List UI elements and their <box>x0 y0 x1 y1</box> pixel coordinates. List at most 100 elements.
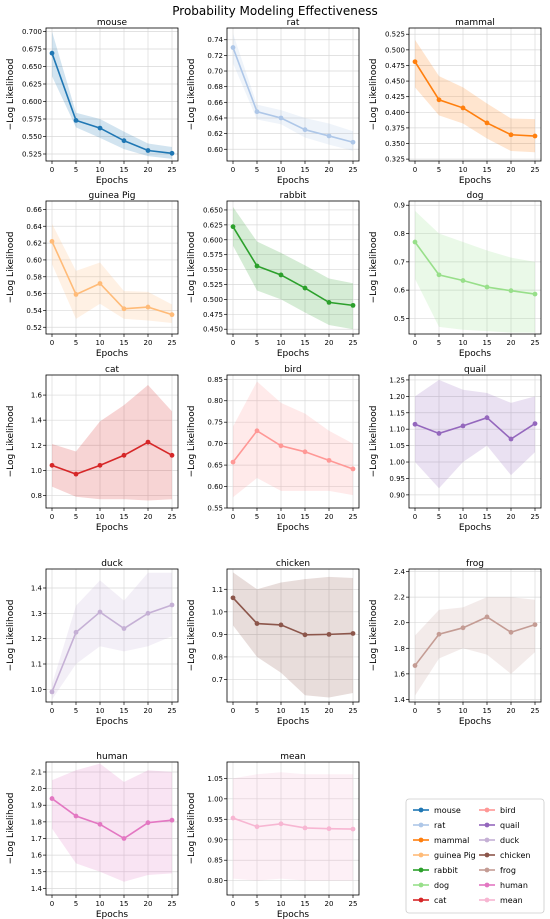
data-point <box>532 133 538 139</box>
x-tick-label: 5 <box>74 707 78 715</box>
y-tick-label: 0.625 <box>203 221 223 229</box>
y-tick-label: 0.60 <box>207 146 223 154</box>
data-point <box>121 306 127 312</box>
y-tick-label: 1.4 <box>31 417 43 425</box>
y-tick-label: 0.650 <box>22 63 42 71</box>
x-axis-label: Epochs <box>277 176 310 186</box>
confidence-band <box>233 33 353 151</box>
x-tick-label: 5 <box>255 900 259 908</box>
x-tick-label: 0 <box>413 513 417 521</box>
x-tick-label: 10 <box>277 900 286 908</box>
x-axis-label: Epochs <box>277 910 310 919</box>
x-tick-label: 20 <box>507 513 516 521</box>
y-axis-label: −Log Likelihood <box>6 59 16 131</box>
legend-marker <box>418 837 424 843</box>
data-point <box>254 621 260 626</box>
x-tick-label: 10 <box>459 513 468 521</box>
x-axis-label: Epochs <box>96 349 129 359</box>
axes-frame <box>408 200 542 335</box>
x-tick-label: 10 <box>96 339 105 347</box>
y-tick-label: 0.52 <box>26 324 42 332</box>
subplot-title: quail <box>464 365 486 375</box>
data-point <box>532 622 538 628</box>
y-tick-label: 0.675 <box>22 46 42 54</box>
data-point <box>302 632 308 638</box>
y-tick-label: 0.85 <box>207 857 223 865</box>
y-tick-label: 1.9 <box>31 802 42 810</box>
legend-item-quail: quail <box>479 821 520 830</box>
data-point <box>326 457 332 463</box>
data-point <box>278 622 284 628</box>
legend-label: quail <box>500 821 520 830</box>
data-point <box>484 120 490 126</box>
subplot-title: cat <box>105 365 119 375</box>
data-point <box>350 139 356 145</box>
x-axis-label: Epochs <box>96 910 129 919</box>
legend-marker <box>484 837 490 843</box>
x-axis-label: Epochs <box>459 176 492 186</box>
data-point <box>169 150 175 156</box>
x-tick-label: 20 <box>507 707 516 715</box>
legend-label: cat <box>434 896 446 905</box>
y-tick-label: 0.8 <box>212 653 223 661</box>
y-tick-label: 0.475 <box>385 62 405 70</box>
x-tick-label: 10 <box>96 707 105 715</box>
y-axis-label: −Log Likelihood <box>369 59 379 131</box>
data-point <box>436 97 442 103</box>
data-point <box>49 239 55 244</box>
x-tick-label: 20 <box>507 166 516 174</box>
x-tick-label: 0 <box>231 339 235 347</box>
x-tick-label: 0 <box>231 707 235 715</box>
axes-frame <box>226 27 360 162</box>
x-tick-label: 25 <box>168 900 177 908</box>
y-axis-label: −Log Likelihood <box>187 793 197 865</box>
legend-item-dog: dog <box>413 881 449 890</box>
y-tick-label: 1.7 <box>31 835 42 843</box>
x-axis-label: Epochs <box>277 349 310 359</box>
legend-label: duck <box>500 836 520 845</box>
subplot-mouse: 0 5 10 15 20 25 0.525 0.550 0.575 0.600 0.625 0.650… <box>6 18 179 186</box>
y-tick-label: 1.4 <box>394 696 406 704</box>
y-tick-label: 0.74 <box>207 36 223 44</box>
subplot-frog: 0 5 10 15 20 25 1.4 1.6 1.8 2.0 2.2 2.4 frog Epochs −L… <box>369 559 542 727</box>
y-tick-label: 0.85 <box>207 376 223 384</box>
x-tick-label: 15 <box>120 339 129 347</box>
data-point <box>350 302 356 308</box>
y-tick-label: 0.425 <box>385 93 405 101</box>
data-point <box>460 625 466 631</box>
y-tick-label: 0.325 <box>385 156 405 164</box>
series-line <box>51 241 173 316</box>
subplot-grid: 0 5 10 15 20 250.5250.5500.5750.6000.6250.650… <box>6 18 542 919</box>
subplot-title: dog <box>467 191 484 201</box>
x-tick-label: 25 <box>168 166 177 174</box>
y-tick-label: 1.6 <box>31 852 43 860</box>
data-point <box>254 428 260 434</box>
data-point <box>484 415 490 421</box>
y-tick-label: 0.7 <box>394 258 405 266</box>
y-tick-label: 2.0 <box>394 619 405 627</box>
data-point <box>73 292 79 297</box>
x-tick-label: 20 <box>144 166 153 174</box>
y-tick-label: 0.60 <box>26 256 42 264</box>
subplot-duck: 0 5 10 15 20 25 1.0 1.1 1.2 1.3 1.4 duck Epochs −Log … <box>6 559 179 727</box>
y-axis-label: −Log Likelihood <box>187 59 197 131</box>
data-point <box>230 224 236 230</box>
x-tick-label: 20 <box>144 339 153 347</box>
data-point <box>436 272 442 278</box>
legend-item-bird: bird <box>479 806 516 815</box>
y-tick-label: 1.8 <box>394 645 405 653</box>
subplot-title: mammal <box>455 18 495 28</box>
figure-title: Probability Modeling Effectiveness <box>172 4 378 18</box>
y-tick-label: 0.600 <box>22 98 42 106</box>
data-point <box>460 423 466 429</box>
y-tick-label: 0.9 <box>212 631 223 639</box>
confidence-band <box>52 31 172 159</box>
y-tick-label: 0.55 <box>207 505 223 513</box>
data-point <box>49 50 55 56</box>
legend-label: mean <box>500 896 523 905</box>
y-tick-label: 1.0 <box>31 467 42 475</box>
y-tick-label: 0.62 <box>207 130 223 138</box>
x-tick-label: 15 <box>120 707 129 715</box>
x-tick-label: 10 <box>459 707 468 715</box>
y-tick-label: 0.68 <box>207 83 223 91</box>
